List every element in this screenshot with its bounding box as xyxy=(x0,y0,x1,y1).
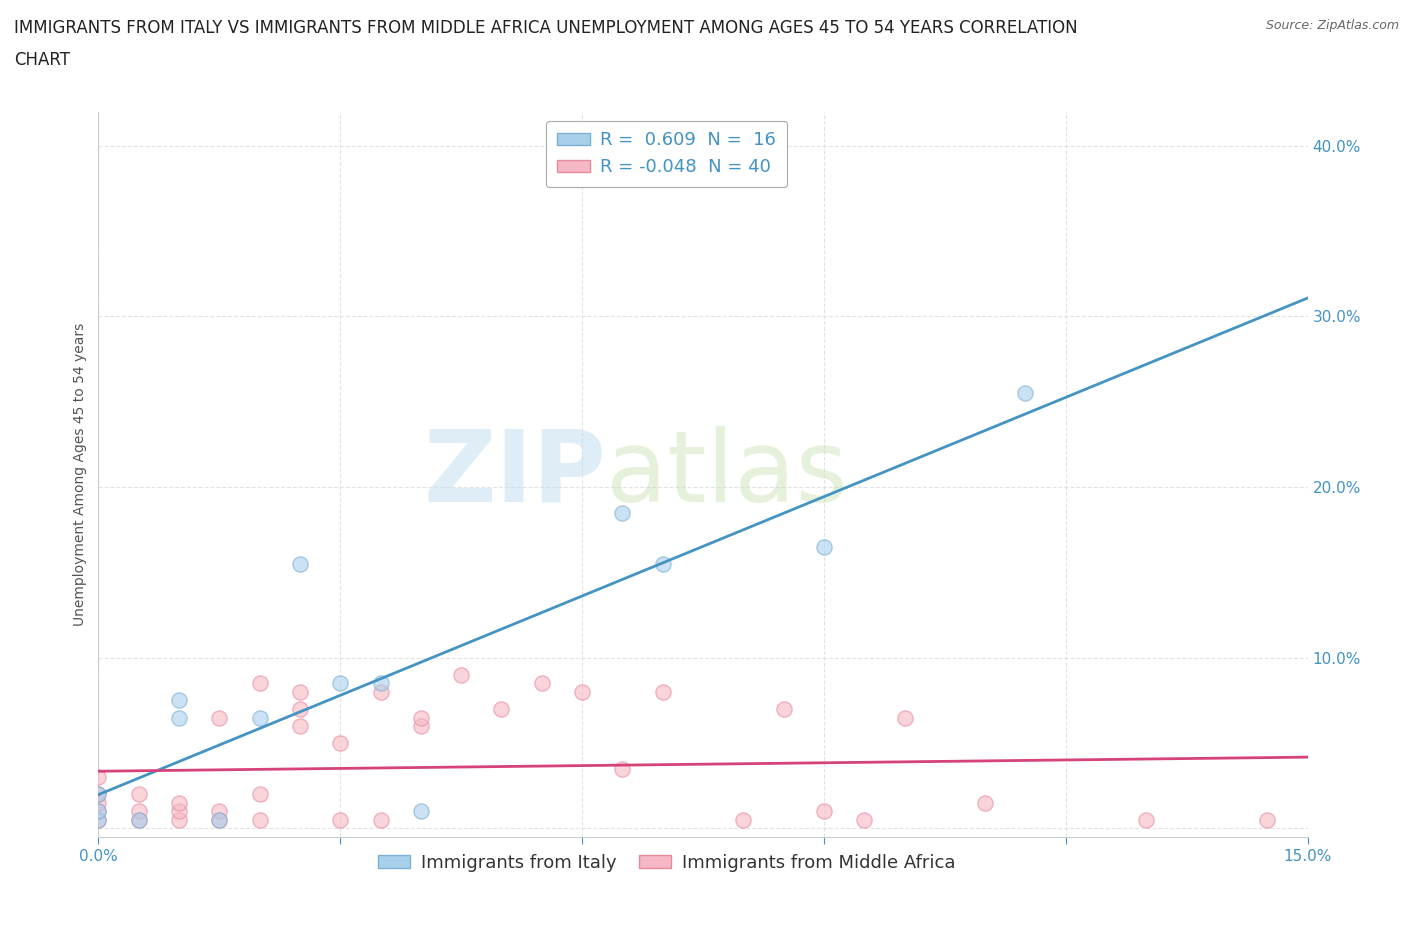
Point xyxy=(813,539,835,554)
Point xyxy=(87,813,110,828)
Point xyxy=(167,804,190,818)
Point xyxy=(87,804,110,818)
Point xyxy=(208,804,231,818)
Point xyxy=(370,813,392,828)
Point xyxy=(409,711,432,725)
Point xyxy=(612,505,634,520)
Point xyxy=(612,762,634,777)
Point xyxy=(167,813,190,828)
Point xyxy=(370,684,392,699)
Point xyxy=(249,813,271,828)
Point xyxy=(1256,813,1278,828)
Point xyxy=(167,693,190,708)
Point xyxy=(87,787,110,802)
Point xyxy=(491,701,513,716)
Point xyxy=(329,736,352,751)
Point xyxy=(128,804,150,818)
Point xyxy=(87,770,110,785)
Point xyxy=(87,804,110,818)
Point xyxy=(733,813,755,828)
Point xyxy=(208,813,231,828)
Point xyxy=(530,676,553,691)
Point xyxy=(450,668,472,683)
Text: atlas: atlas xyxy=(606,426,848,523)
Point xyxy=(249,787,271,802)
Point xyxy=(288,719,311,734)
Point xyxy=(1135,813,1157,828)
Text: Source: ZipAtlas.com: Source: ZipAtlas.com xyxy=(1265,19,1399,32)
Point xyxy=(893,711,915,725)
Point xyxy=(651,556,673,571)
Point xyxy=(329,813,352,828)
Point xyxy=(128,813,150,828)
Text: ZIP: ZIP xyxy=(423,426,606,523)
Point xyxy=(87,795,110,810)
Text: CHART: CHART xyxy=(14,51,70,69)
Y-axis label: Unemployment Among Ages 45 to 54 years: Unemployment Among Ages 45 to 54 years xyxy=(73,323,87,626)
Point xyxy=(288,556,311,571)
Point xyxy=(87,787,110,802)
Point xyxy=(288,684,311,699)
Point xyxy=(409,804,432,818)
Point xyxy=(249,676,271,691)
Point xyxy=(249,711,271,725)
Text: IMMIGRANTS FROM ITALY VS IMMIGRANTS FROM MIDDLE AFRICA UNEMPLOYMENT AMONG AGES 4: IMMIGRANTS FROM ITALY VS IMMIGRANTS FROM… xyxy=(14,19,1077,36)
Point xyxy=(409,719,432,734)
Point xyxy=(329,676,352,691)
Point xyxy=(167,795,190,810)
Point xyxy=(128,813,150,828)
Point xyxy=(651,684,673,699)
Point xyxy=(208,711,231,725)
Point xyxy=(813,804,835,818)
Point xyxy=(87,813,110,828)
Point xyxy=(772,701,794,716)
Point xyxy=(167,711,190,725)
Legend: Immigrants from Italy, Immigrants from Middle Africa: Immigrants from Italy, Immigrants from M… xyxy=(371,846,963,879)
Point xyxy=(208,813,231,828)
Point xyxy=(1014,386,1036,401)
Point xyxy=(128,787,150,802)
Point xyxy=(853,813,876,828)
Point xyxy=(288,701,311,716)
Point xyxy=(370,676,392,691)
Point xyxy=(974,795,997,810)
Point xyxy=(571,684,593,699)
